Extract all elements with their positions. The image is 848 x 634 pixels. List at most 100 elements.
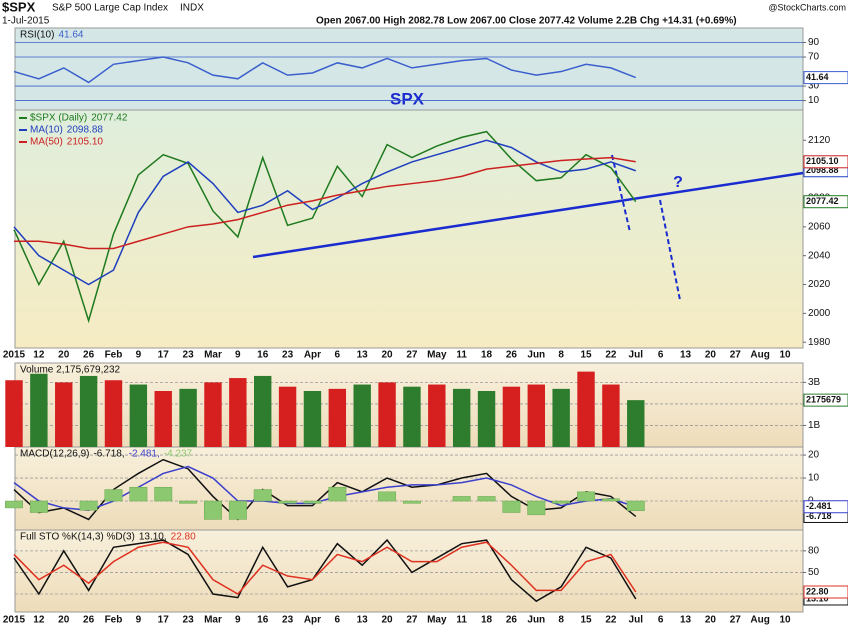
volume-bar [30, 373, 48, 447]
x-tick-label: Feb [105, 615, 123, 626]
x-tick-label: 13 [680, 615, 692, 626]
trend-line [252, 171, 804, 259]
volume-bar [254, 375, 272, 447]
x-tick-label: 22 [605, 350, 617, 361]
x-tick-label: 6 [335, 615, 341, 626]
y-tick-label: 1980 [808, 337, 831, 348]
x-tick-label: 20 [705, 615, 717, 626]
x-tick-label: 20 [382, 350, 394, 361]
x-tick-label: 26 [506, 615, 518, 626]
histogram-bar [5, 500, 23, 509]
x-tick-label: 23 [183, 615, 195, 626]
value-tag: -2.481 [806, 501, 832, 511]
series-line [13, 139, 637, 286]
histogram-bar [204, 500, 222, 520]
volume-bar [502, 386, 521, 447]
histogram-bar [527, 500, 546, 516]
legend-label: $SPX (Daily) [30, 113, 87, 124]
x-tick-label: 15 [580, 350, 592, 361]
x-tick-label: 13 [357, 615, 369, 626]
x-tick-label: 9 [235, 615, 241, 626]
x-tick-label: 18 [481, 350, 493, 361]
annotation: SPX [390, 89, 425, 108]
volume-bar [154, 391, 172, 447]
x-tick-label: 27 [730, 615, 742, 626]
volume-bar [278, 386, 297, 447]
histogram-bar [228, 500, 247, 520]
x-tick-label: 10 [779, 350, 791, 361]
legend-value: 2098.88 [67, 125, 104, 136]
sto-panel [14, 529, 804, 613]
x-tick-label: Apr [304, 615, 321, 626]
date: 1-Jul-2015 [2, 16, 50, 27]
x-tick-label: 27 [730, 350, 742, 361]
y-tick-label: 70 [808, 52, 820, 63]
histogram-bar [104, 489, 123, 502]
projection-line [659, 199, 681, 301]
histogram-bar [154, 486, 173, 502]
volume-bar [452, 388, 471, 447]
symbol: $SPX [2, 0, 36, 14]
x-tick-label: 20 [705, 350, 717, 361]
x-tick-label: 23 [282, 615, 294, 626]
x-tick-label: 27 [406, 350, 418, 361]
x-tick-label: 26 [83, 615, 95, 626]
x-tick-label: 8 [558, 350, 564, 361]
y-tick-label: 1B [808, 420, 821, 431]
value-tag-box [803, 500, 848, 514]
value-tag-box [803, 195, 848, 209]
x-tick-label: Mar [204, 350, 222, 361]
value-tag-box [803, 71, 848, 85]
volume-bar [79, 375, 98, 447]
question-mark: ? [673, 174, 683, 191]
legend-value: 22.80 [171, 532, 196, 543]
x-tick-label: Aug [750, 615, 769, 626]
x-tick-label: 10 [779, 615, 791, 626]
x-tick-label: 13 [680, 350, 692, 361]
x-tick-label: 2015 [3, 350, 26, 361]
value-tag-box [803, 585, 848, 599]
credit: @StockCharts.com [768, 2, 846, 12]
series-line [13, 541, 637, 595]
x-tick-label: Jul [629, 615, 644, 626]
y-tick-label: 2020 [808, 279, 831, 290]
volume-bar [229, 378, 247, 447]
y-tick-label: 2040 [808, 250, 831, 261]
value-tag-box [803, 155, 848, 169]
x-tick-label: Jun [527, 615, 545, 626]
volume-bar [179, 388, 197, 447]
histogram-bar [278, 500, 297, 504]
value-tag-box [803, 393, 848, 407]
volume-bar [328, 388, 347, 447]
value-tag: 2077.42 [806, 196, 839, 206]
histogram-bar [477, 496, 496, 502]
histogram-bar [253, 489, 272, 502]
y-tick-label: 2120 [808, 135, 831, 146]
x-tick-label: May [427, 350, 447, 361]
x-tick-label: 26 [83, 350, 95, 361]
volume-bar [378, 382, 396, 447]
y-tick-label: 2000 [808, 308, 831, 319]
y-tick-label: 3B [808, 377, 821, 388]
x-tick-label: 26 [506, 350, 518, 361]
y-tick-label: 30 [808, 81, 820, 92]
histogram-bar [552, 500, 571, 504]
y-tick-label: 90 [808, 37, 820, 48]
x-tick-label: 23 [282, 350, 294, 361]
x-tick-label: May [427, 615, 447, 626]
x-tick-label: 23 [183, 350, 195, 361]
volume-bar [204, 382, 222, 447]
value-tag: 2098.88 [806, 165, 839, 175]
histogram-bar [328, 486, 347, 502]
series-line [14, 156, 636, 250]
volume-bar [129, 384, 148, 447]
histogram-bar [129, 486, 148, 502]
x-tick-label: 2015 [3, 615, 26, 626]
value-tag: 41.64 [806, 72, 829, 82]
legend-value: 2105.10 [67, 137, 104, 148]
panel-label: MACD(12,26,9) [20, 449, 89, 460]
panel-label: Full STO %K(14,3) %D(3) [20, 532, 135, 543]
x-tick-label: Feb [105, 350, 123, 361]
x-tick-label: 12 [33, 350, 45, 361]
